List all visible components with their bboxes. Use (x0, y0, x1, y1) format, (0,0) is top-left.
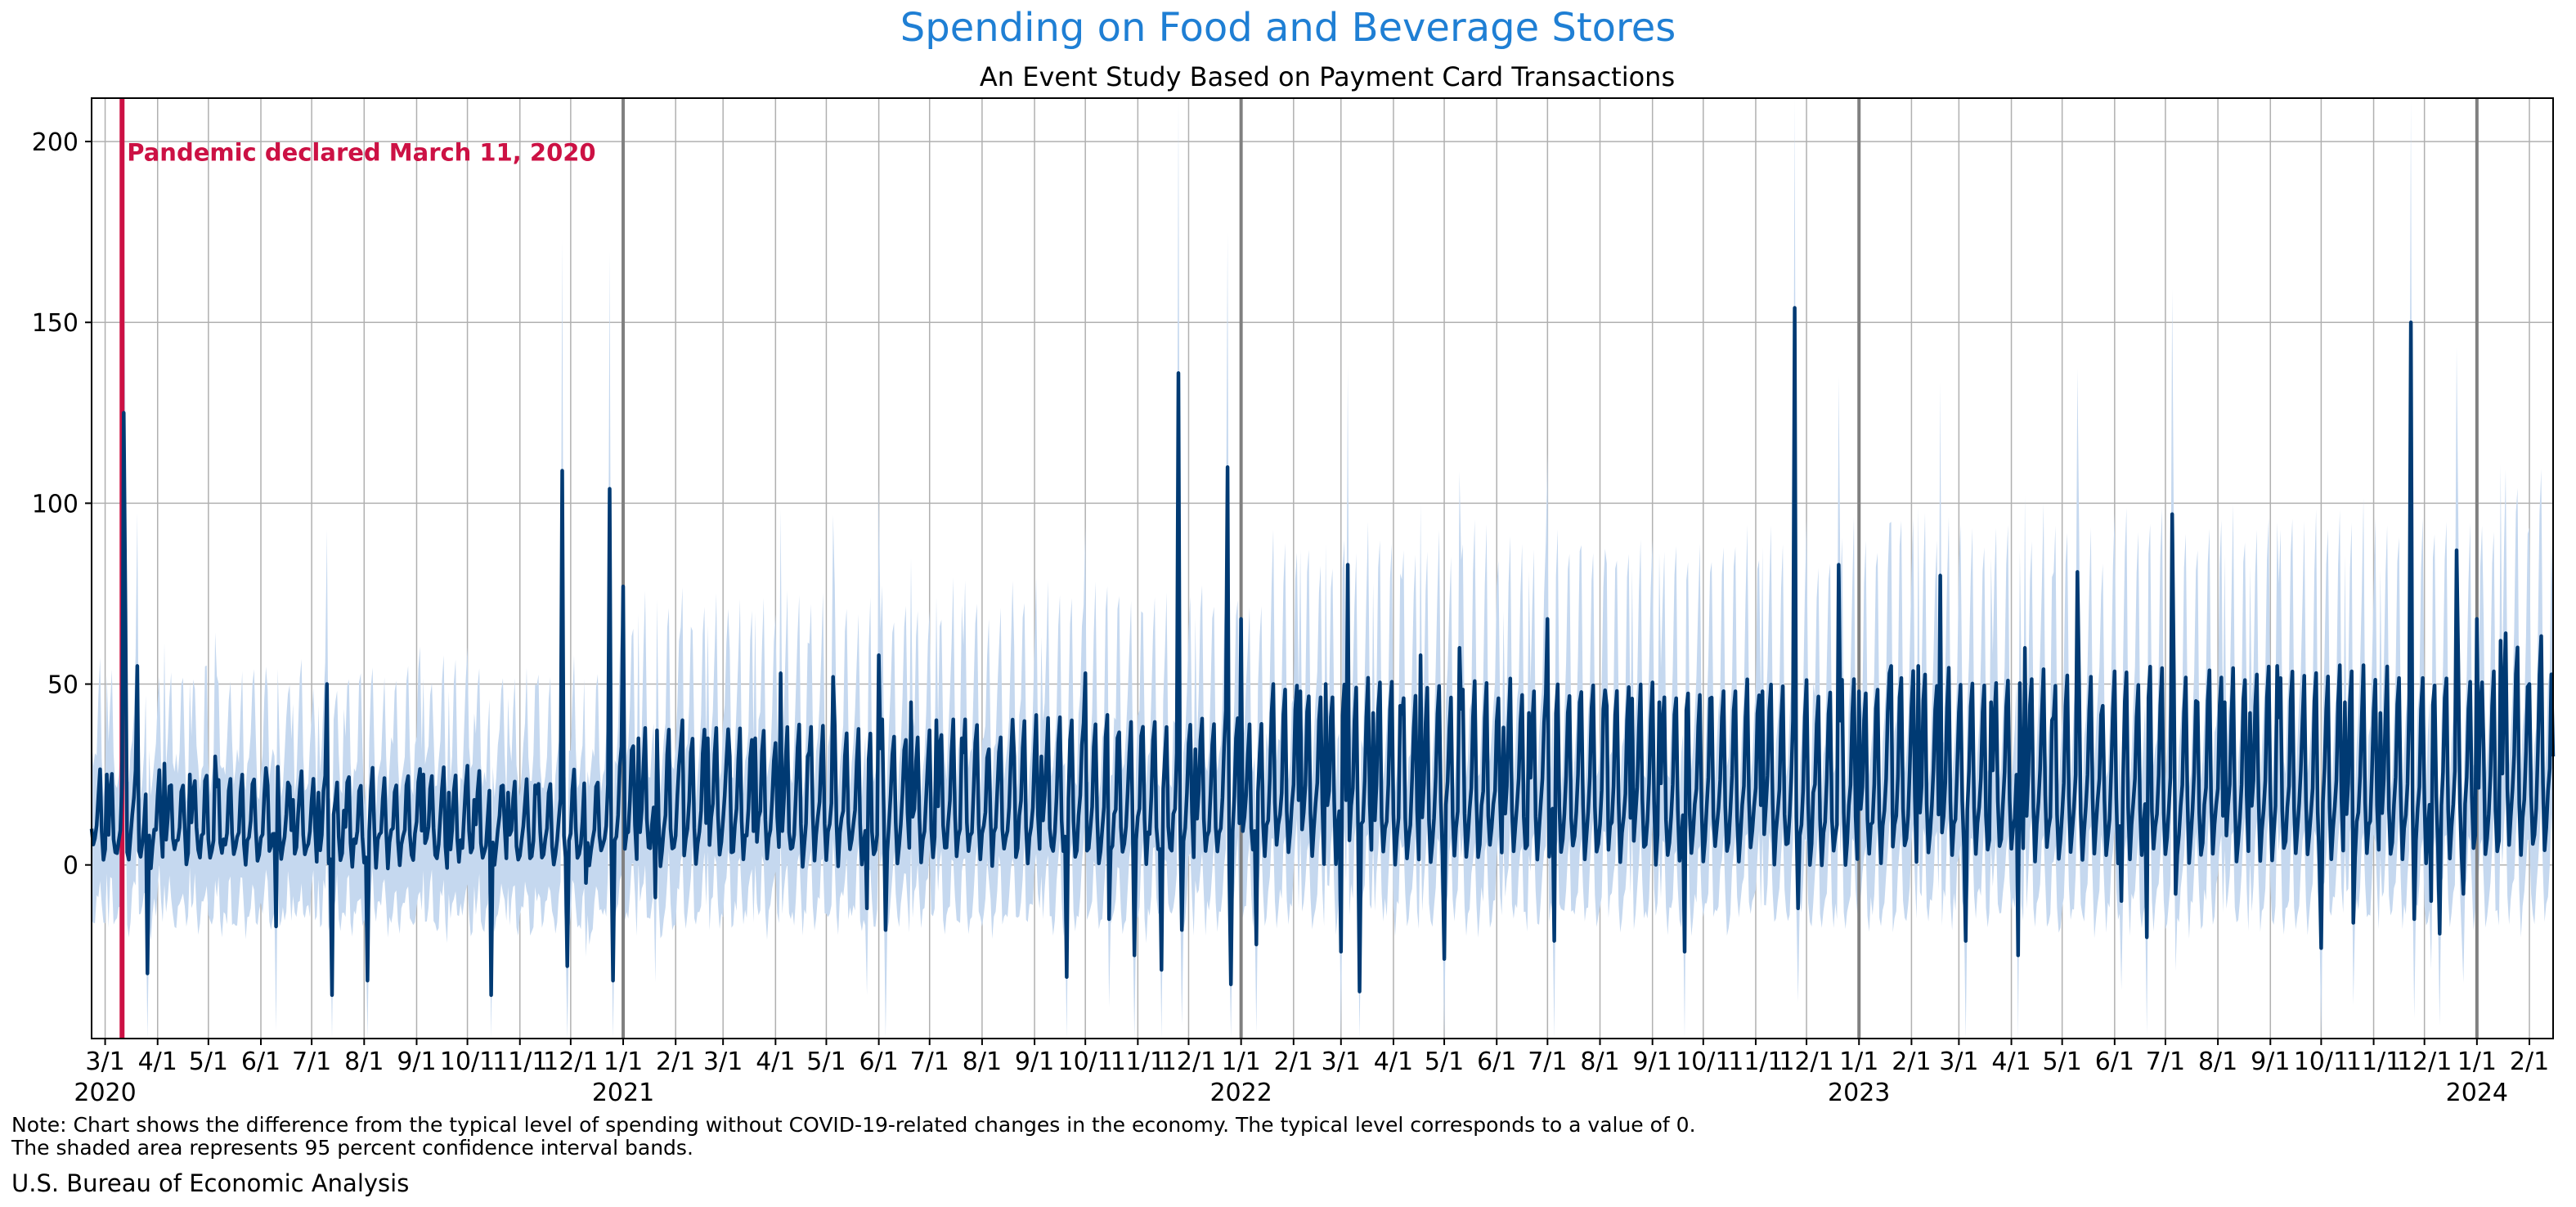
x-tick-label: 10/1 (440, 1048, 495, 1076)
year-labels: 2020 2021 2022 2023 2024 (74, 1079, 2508, 1107)
x-tick-label: 8/1 (344, 1048, 384, 1076)
x-tick-label: 3/1 (85, 1048, 124, 1076)
x-tick-label: 10/1 (1057, 1048, 1112, 1076)
x-tick-label: 11/1 (1728, 1048, 1783, 1076)
x-tick-label: 11/1 (492, 1048, 547, 1076)
year-label: 2021 (592, 1079, 654, 1107)
chart-source: U.S. Bureau of Economic Analysis (11, 1169, 409, 1197)
y-tick-label: 100 (32, 490, 79, 518)
x-tick-label: 12/1 (543, 1048, 598, 1076)
y-axis-ticks: 0 50 100 150 200 (32, 128, 92, 881)
y-tick-label: 0 (63, 852, 79, 881)
chart-note-continued: The shaded area represents 95 percent co… (11, 1136, 693, 1160)
y-tick-label: 200 (32, 128, 79, 157)
x-tick-label: 12/1 (2397, 1048, 2452, 1076)
year-label: 2022 (1209, 1079, 1272, 1107)
x-tick-label: 9/1 (1015, 1048, 1054, 1076)
x-tick-label: 8/1 (1580, 1048, 1619, 1076)
x-tick-label: 2/1 (1274, 1048, 1313, 1076)
x-tick-label: 7/1 (910, 1048, 949, 1076)
x-tick-label: 9/1 (1633, 1048, 1672, 1076)
x-tick-label: 8/1 (963, 1048, 1002, 1076)
x-tick-label: 3/1 (703, 1048, 743, 1076)
x-tick-label: 6/1 (2095, 1048, 2134, 1076)
year-boundary-lines (622, 98, 2479, 1039)
x-tick-label: 10/1 (2294, 1048, 2349, 1076)
chart-title: Spending on Food and Beverage Stores (900, 5, 1676, 51)
plot-frame (91, 97, 2554, 1039)
x-tick-label: 6/1 (859, 1048, 898, 1076)
x-tick-label: 9/1 (397, 1048, 436, 1076)
x-axis-ticks: 3/1 4/1 5/1 6/1 7/1 8/1 9/1 10/111/112/1 1/1 2/1 3… (85, 1039, 2549, 1076)
x-tick-label: 8/1 (2198, 1048, 2237, 1076)
year-label: 2023 (1828, 1079, 1890, 1107)
chart-note: Note: Chart shows the difference from th… (11, 1113, 1696, 1137)
x-tick-label: 2/1 (2510, 1048, 2549, 1076)
x-tick-label: 5/1 (2043, 1048, 2082, 1076)
x-tick-label: 2/1 (1892, 1048, 1931, 1076)
x-tick-label: 9/1 (2251, 1048, 2290, 1076)
x-tick-label: 1/1 (1839, 1048, 1878, 1076)
year-label: 2024 (2446, 1079, 2508, 1107)
x-tick-label: 6/1 (241, 1048, 280, 1076)
x-tick-label: 11/1 (1111, 1048, 1165, 1076)
chart-subtitle: An Event Study Based on Payment Card Tra… (980, 61, 1675, 92)
y-tick-label: 150 (32, 309, 79, 338)
x-tick-label: 4/1 (1991, 1048, 2031, 1076)
x-tick-label: 1/1 (1221, 1048, 1260, 1076)
x-tick-label: 7/1 (292, 1048, 331, 1076)
pandemic-event-label: Pandemic declared March 11, 2020 (127, 138, 595, 166)
x-tick-label: 12/1 (1161, 1048, 1216, 1076)
x-tick-label: 5/1 (806, 1048, 846, 1076)
x-tick-label: 4/1 (138, 1048, 177, 1076)
y-tick-label: 50 (47, 671, 79, 700)
x-tick-label: 10/1 (1676, 1048, 1730, 1076)
x-tick-label: 1/1 (2457, 1048, 2497, 1076)
x-tick-label: 6/1 (1477, 1048, 1516, 1076)
x-tick-label: 3/1 (1322, 1048, 1361, 1076)
x-tick-label: 5/1 (1425, 1048, 1464, 1076)
x-tick-label: 2/1 (656, 1048, 695, 1076)
x-tick-label: 12/1 (1779, 1048, 1833, 1076)
spending-line (89, 306, 2556, 998)
x-tick-label: 3/1 (1939, 1048, 1978, 1076)
x-tick-label: 1/1 (604, 1048, 643, 1076)
x-tick-label: 4/1 (756, 1048, 795, 1076)
spending-series-line (89, 306, 2556, 998)
x-tick-label: 7/1 (1528, 1048, 1567, 1076)
x-tick-label: 11/1 (2346, 1048, 2401, 1076)
x-tick-label: 5/1 (189, 1048, 228, 1076)
plot-area: Pandemic declared March 11, 2020 (89, 97, 2556, 1039)
year-label: 2020 (74, 1079, 136, 1107)
x-tick-label: 7/1 (2146, 1048, 2185, 1076)
x-tick-label: 4/1 (1374, 1048, 1413, 1076)
